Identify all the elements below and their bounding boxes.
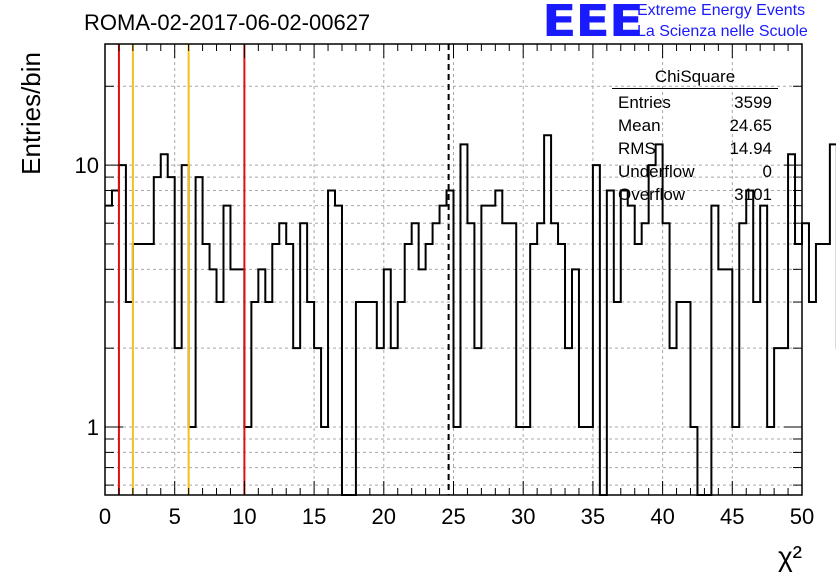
stats-value: 3599	[734, 93, 772, 112]
marker-lines	[117, 44, 450, 495]
eee-logo: EEE	[542, 0, 643, 47]
stats-row-entries: Entries 3599	[618, 91, 772, 114]
stats-row-overflow: Overflow 3101	[618, 183, 772, 206]
x-tick-label: 15	[302, 504, 326, 529]
stats-label: RMS	[618, 139, 656, 158]
x-tick-label: 30	[511, 504, 535, 529]
histogram-outline	[105, 134, 836, 496]
tick-labels: 0 5 10 15 20 25 30 35 40 45 50 1 10	[75, 153, 815, 529]
run-title: ROMA-02-2017-06-02-00627	[84, 10, 371, 35]
stats-row-mean: Mean 24.65	[618, 114, 772, 137]
stats-row-underflow: Underflow 0	[618, 160, 772, 183]
logo-tagline-1: Extreme Energy Events	[637, 2, 806, 19]
stats-value: 14.94	[729, 139, 772, 158]
x-axis-label: χ²	[778, 541, 802, 572]
stats-box: ChiSquare Entries 3599 Mean 24.65 RMS 14…	[612, 66, 778, 206]
axis-ticks	[104, 44, 803, 495]
x-tick-label: 20	[372, 504, 396, 529]
x-tick-label: 35	[581, 504, 605, 529]
x-tick-label: 0	[99, 504, 111, 529]
logo-tagline-2: La Scienza nelle Scuole	[637, 23, 808, 40]
x-tick-label: 45	[720, 504, 744, 529]
y-tick-label: 1	[87, 415, 99, 440]
stats-value: 3101	[734, 185, 772, 204]
x-tick-label: 5	[169, 504, 181, 529]
x-tick-label: 10	[232, 504, 256, 529]
stats-value: 24.65	[729, 116, 772, 135]
stats-value: 0	[762, 162, 772, 181]
y-tick-label: 10	[75, 153, 99, 178]
x-tick-label: 40	[650, 504, 674, 529]
stats-label: Overflow	[618, 185, 686, 204]
histogram-bars	[105, 134, 836, 496]
stats-label: Mean	[618, 116, 661, 135]
stats-title: ChiSquare	[612, 66, 778, 89]
stats-row-rms: RMS 14.94	[618, 137, 772, 160]
x-tick-label: 25	[441, 504, 465, 529]
x-tick-label: 50	[790, 504, 814, 529]
stats-label: Entries	[618, 93, 671, 112]
stats-label: Underflow	[618, 162, 695, 181]
y-axis-label: Entries/bin	[16, 52, 46, 175]
